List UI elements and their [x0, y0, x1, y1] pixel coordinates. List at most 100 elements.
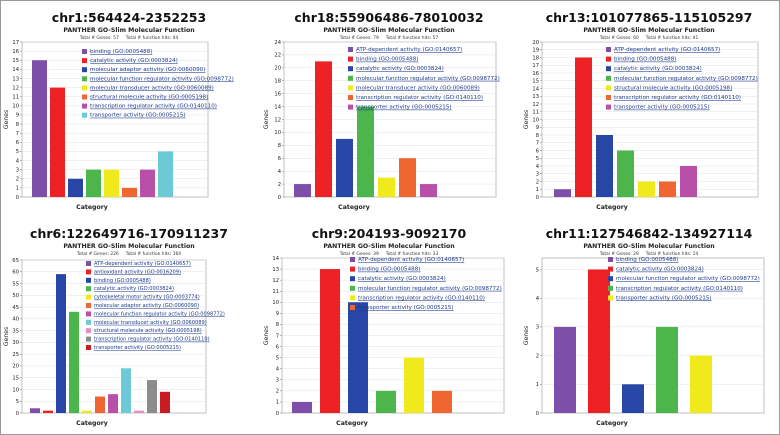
y-tick-label: 1	[16, 186, 19, 192]
bar	[32, 60, 47, 198]
y-tick-label: 5	[276, 355, 279, 361]
y-tick-label: 6	[16, 140, 19, 146]
legend-entry: transcription regulator activity (GO:014…	[356, 95, 483, 101]
legend-swatch	[350, 305, 355, 310]
y-tick-label: 11	[272, 289, 279, 295]
bar	[596, 135, 613, 197]
chart-subtitle: PANTHER GO-Slim Molecular Function	[63, 243, 194, 250]
bar	[147, 380, 157, 413]
y-tick-label: 10	[12, 104, 19, 110]
y-tick-label: 7	[276, 333, 279, 339]
bar	[50, 87, 65, 197]
y-tick-label: 10	[272, 300, 279, 306]
chart-title: chr11:127546842-134927114	[546, 226, 753, 241]
bar	[95, 396, 105, 413]
chart-title: chr6:122649716-170911237	[30, 226, 228, 241]
legend-swatch	[86, 319, 91, 325]
legend-swatch	[608, 276, 613, 282]
y-tick-label: 55	[12, 281, 19, 287]
y-tick-label: 5	[16, 149, 19, 155]
y-tick-label: 4	[536, 164, 540, 170]
legend-entry: structural molecule activity (GO:0005198…	[94, 328, 202, 334]
chart-totals: Total # Genes: 79 Total # function hits:…	[339, 35, 439, 41]
legend-swatch	[86, 303, 91, 308]
chart-svg: chr6:122649716-170911237 PANTHER GO-Slim …	[3, 226, 228, 427]
bar	[399, 158, 416, 197]
y-tick-label: 8	[16, 122, 19, 128]
bar	[638, 181, 655, 197]
y-axis-label: Genes	[263, 326, 270, 346]
bar	[104, 169, 119, 197]
y-tick-label: 45	[12, 305, 19, 311]
y-tick-label: 1	[536, 187, 539, 193]
legend-entry: transcription regulator activity (GO:014…	[616, 286, 743, 292]
legend-swatch	[82, 112, 87, 118]
y-tick-label: 16	[12, 49, 19, 55]
legend-entry: catalytic activity (GO:0003824)	[616, 267, 704, 273]
legend-swatch	[86, 286, 91, 292]
legend-swatch	[608, 285, 613, 291]
legend-entry: molecular adaptor activity (GO:0060090)	[90, 67, 205, 73]
bar	[378, 177, 395, 197]
chart-totals: Total # Genes: 226 Total # function hits…	[76, 251, 181, 257]
y-tick-label: 9	[16, 113, 19, 119]
legend-entry: transporter activity (GO:0005215)	[616, 295, 712, 301]
legend-entry: binding (GO:0005488)	[356, 57, 418, 63]
y-tick-label: 0	[278, 195, 281, 201]
y-tick-label: 8	[536, 133, 539, 139]
chart-totals: Total # Genes: 39 Total # function hits:…	[339, 251, 439, 257]
y-tick-label: 7	[536, 141, 539, 147]
y-tick-label: 14	[532, 86, 539, 92]
y-tick-label: 65	[12, 258, 19, 264]
bar	[680, 166, 697, 197]
legend-entry: molecular transducer activity (GO:006008…	[356, 85, 480, 91]
legend-swatch	[82, 58, 87, 64]
bar	[43, 410, 53, 413]
legend-entry: transcription regulator activity (GO:014…	[90, 104, 217, 110]
legend-entry: ATP-dependent activity (GO:0140657)	[94, 261, 191, 267]
chart-totals: Total # Genes: 57 Total # function hits:…	[79, 35, 179, 41]
y-tick-label: 20	[532, 40, 539, 46]
bar	[122, 187, 137, 197]
bar	[86, 169, 101, 197]
legend-entry: cytoskeletal motor activity (GO:0003774)	[94, 295, 200, 301]
y-tick-label: 0	[16, 411, 19, 417]
legend-swatch	[348, 75, 353, 81]
chart-subtitle: PANTHER GO-Slim Molecular Function	[323, 27, 454, 34]
y-tick-label: 13	[532, 94, 539, 100]
y-tick-label: 13	[272, 267, 279, 273]
chart-title: chr18:55906486-78010032	[294, 10, 483, 25]
y-axis-label: Genes	[263, 110, 270, 130]
legend-swatch	[606, 75, 611, 81]
legend-entry: transporter activity (GO:0005215)	[94, 345, 181, 351]
x-axis-label: Category	[336, 420, 368, 427]
legend-swatch	[86, 294, 91, 300]
legend-swatch	[606, 104, 611, 110]
y-tick-label: 4	[16, 158, 20, 164]
legend-swatch	[608, 295, 613, 301]
legend-entry: molecular transducer activity (GO:006008…	[94, 320, 207, 326]
y-tick-label: 3	[536, 172, 539, 178]
legend-entry: molecular function regulator activity (G…	[614, 76, 758, 82]
legend-swatch	[82, 76, 87, 82]
y-tick-label: 6	[276, 344, 279, 350]
y-tick-label: 12	[272, 278, 279, 284]
bar	[69, 311, 79, 413]
y-tick-label: 18	[274, 79, 281, 85]
bar	[617, 150, 634, 197]
legend-entry: binding (GO:0005488)	[90, 49, 152, 55]
legend-swatch	[608, 257, 613, 262]
legend-swatch	[350, 276, 355, 282]
y-tick-label: 0	[16, 195, 19, 201]
legend-entry: molecular function regulator activity (G…	[356, 76, 500, 82]
legend-swatch	[348, 85, 353, 91]
legend-entry: transcription regulator activity (GO:014…	[358, 295, 485, 301]
legend-entry: catalytic activity (GO:0003824)	[614, 66, 702, 72]
legend-swatch	[606, 56, 611, 62]
legend-swatch	[86, 277, 91, 283]
x-axis-label: Category	[596, 420, 628, 427]
y-tick-label: 3	[536, 325, 539, 331]
y-tick-label: 8	[276, 322, 279, 328]
bar	[404, 357, 424, 413]
y-tick-label: 13	[12, 76, 19, 82]
